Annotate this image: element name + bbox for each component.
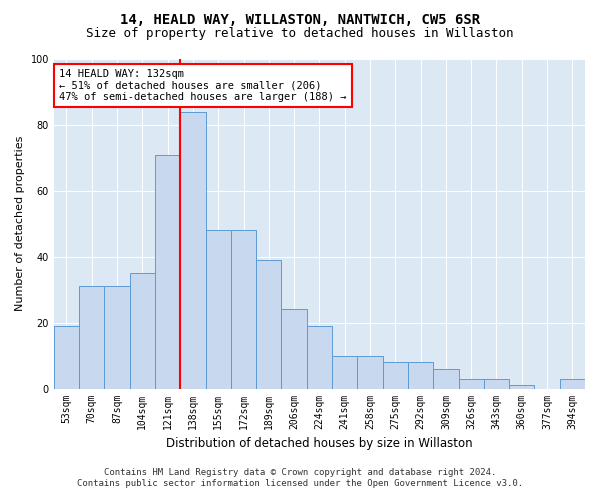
Bar xyxy=(54,326,79,388)
Bar xyxy=(458,378,484,388)
Bar xyxy=(104,286,130,388)
Bar xyxy=(79,286,104,388)
Bar xyxy=(383,362,408,388)
Bar xyxy=(155,154,180,388)
Text: Contains HM Land Registry data © Crown copyright and database right 2024.
Contai: Contains HM Land Registry data © Crown c… xyxy=(77,468,523,487)
Bar xyxy=(509,386,535,388)
Text: Size of property relative to detached houses in Willaston: Size of property relative to detached ho… xyxy=(86,28,514,40)
Bar xyxy=(281,310,307,388)
Bar xyxy=(130,273,155,388)
Bar xyxy=(332,356,358,388)
Bar xyxy=(484,378,509,388)
Bar xyxy=(307,326,332,388)
Bar xyxy=(256,260,281,388)
Text: 14 HEALD WAY: 132sqm
← 51% of detached houses are smaller (206)
47% of semi-deta: 14 HEALD WAY: 132sqm ← 51% of detached h… xyxy=(59,69,346,102)
Bar xyxy=(408,362,433,388)
X-axis label: Distribution of detached houses by size in Willaston: Distribution of detached houses by size … xyxy=(166,437,473,450)
Bar xyxy=(433,369,458,388)
Y-axis label: Number of detached properties: Number of detached properties xyxy=(15,136,25,312)
Bar xyxy=(560,378,585,388)
Bar xyxy=(206,230,231,388)
Bar xyxy=(358,356,383,388)
Bar xyxy=(180,112,206,388)
Text: 14, HEALD WAY, WILLASTON, NANTWICH, CW5 6SR: 14, HEALD WAY, WILLASTON, NANTWICH, CW5 … xyxy=(120,12,480,26)
Bar xyxy=(231,230,256,388)
